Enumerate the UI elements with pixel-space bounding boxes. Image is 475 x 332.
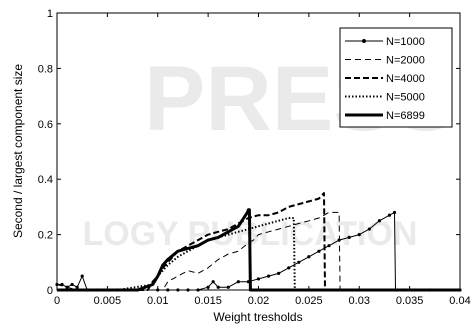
- x-axis-label: Weight tresholds: [213, 310, 302, 324]
- x-tick-label: 0.03: [349, 295, 370, 307]
- x-tick-label: 0.035: [396, 295, 424, 307]
- legend-label: N=4000: [386, 73, 425, 85]
- legend-label: N=1000: [386, 36, 425, 48]
- series-point: [236, 280, 240, 284]
- series-point: [186, 288, 190, 292]
- legend: N=1000 N=2000 N=4000 N=5000 N=6899: [339, 27, 453, 128]
- series-point: [226, 285, 230, 289]
- y-tick-label: 0.6: [38, 119, 53, 131]
- series-point: [367, 227, 371, 231]
- x-tick-label: 0.01: [147, 295, 168, 307]
- series-point: [196, 288, 200, 292]
- x-tick-label: 0.04: [449, 295, 470, 307]
- series-point: [266, 274, 271, 278]
- x-tick-label: 0.015: [194, 295, 222, 307]
- series-point: [55, 282, 59, 287]
- series-point: [287, 266, 291, 270]
- y-tick-label: 0.4: [38, 174, 53, 186]
- series-layer: [55, 192, 462, 292]
- series-point: [80, 274, 84, 278]
- y-tick-label: 1: [47, 8, 53, 20]
- legend-marker: [362, 39, 366, 43]
- series-point: [387, 213, 392, 217]
- x-tick-label: 0.005: [94, 295, 122, 307]
- y-tick-label: 0: [47, 285, 53, 297]
- tick-labels-layer: 0 0.005 0.01 0.015 0.02 0.025 0.03 0.035 0.04 0 0.…: [38, 8, 471, 307]
- series-point: [297, 260, 301, 264]
- y-tick-label: 0.2: [38, 230, 53, 242]
- legend-label: N=5000: [386, 92, 425, 104]
- x-tick-label: 0.02: [248, 295, 269, 307]
- x-tick-label: 0: [54, 295, 60, 307]
- series-point: [277, 271, 281, 275]
- legend-label: N=2000: [386, 55, 425, 67]
- series-point: [206, 285, 210, 289]
- series-point: [75, 285, 79, 289]
- series-line: [57, 208, 460, 292]
- series-point: [392, 210, 397, 215]
- series-point: [317, 249, 321, 253]
- series-point: [327, 244, 331, 248]
- series-point: [70, 282, 74, 287]
- series-line: [57, 192, 460, 291]
- series-point: [347, 235, 351, 239]
- series-point: [216, 285, 220, 289]
- y-tick-label: 0.8: [38, 63, 53, 75]
- series-point: [176, 288, 180, 292]
- series-point: [307, 255, 311, 259]
- series-point: [377, 219, 381, 223]
- series-point: [166, 288, 170, 292]
- legend-label: N=6899: [386, 110, 425, 122]
- x-tick-label: 0.025: [295, 295, 323, 307]
- y-axis-label: Second / largest component size: [11, 64, 25, 238]
- series-point: [211, 280, 215, 284]
- series-point: [256, 277, 261, 281]
- series-point: [357, 233, 361, 237]
